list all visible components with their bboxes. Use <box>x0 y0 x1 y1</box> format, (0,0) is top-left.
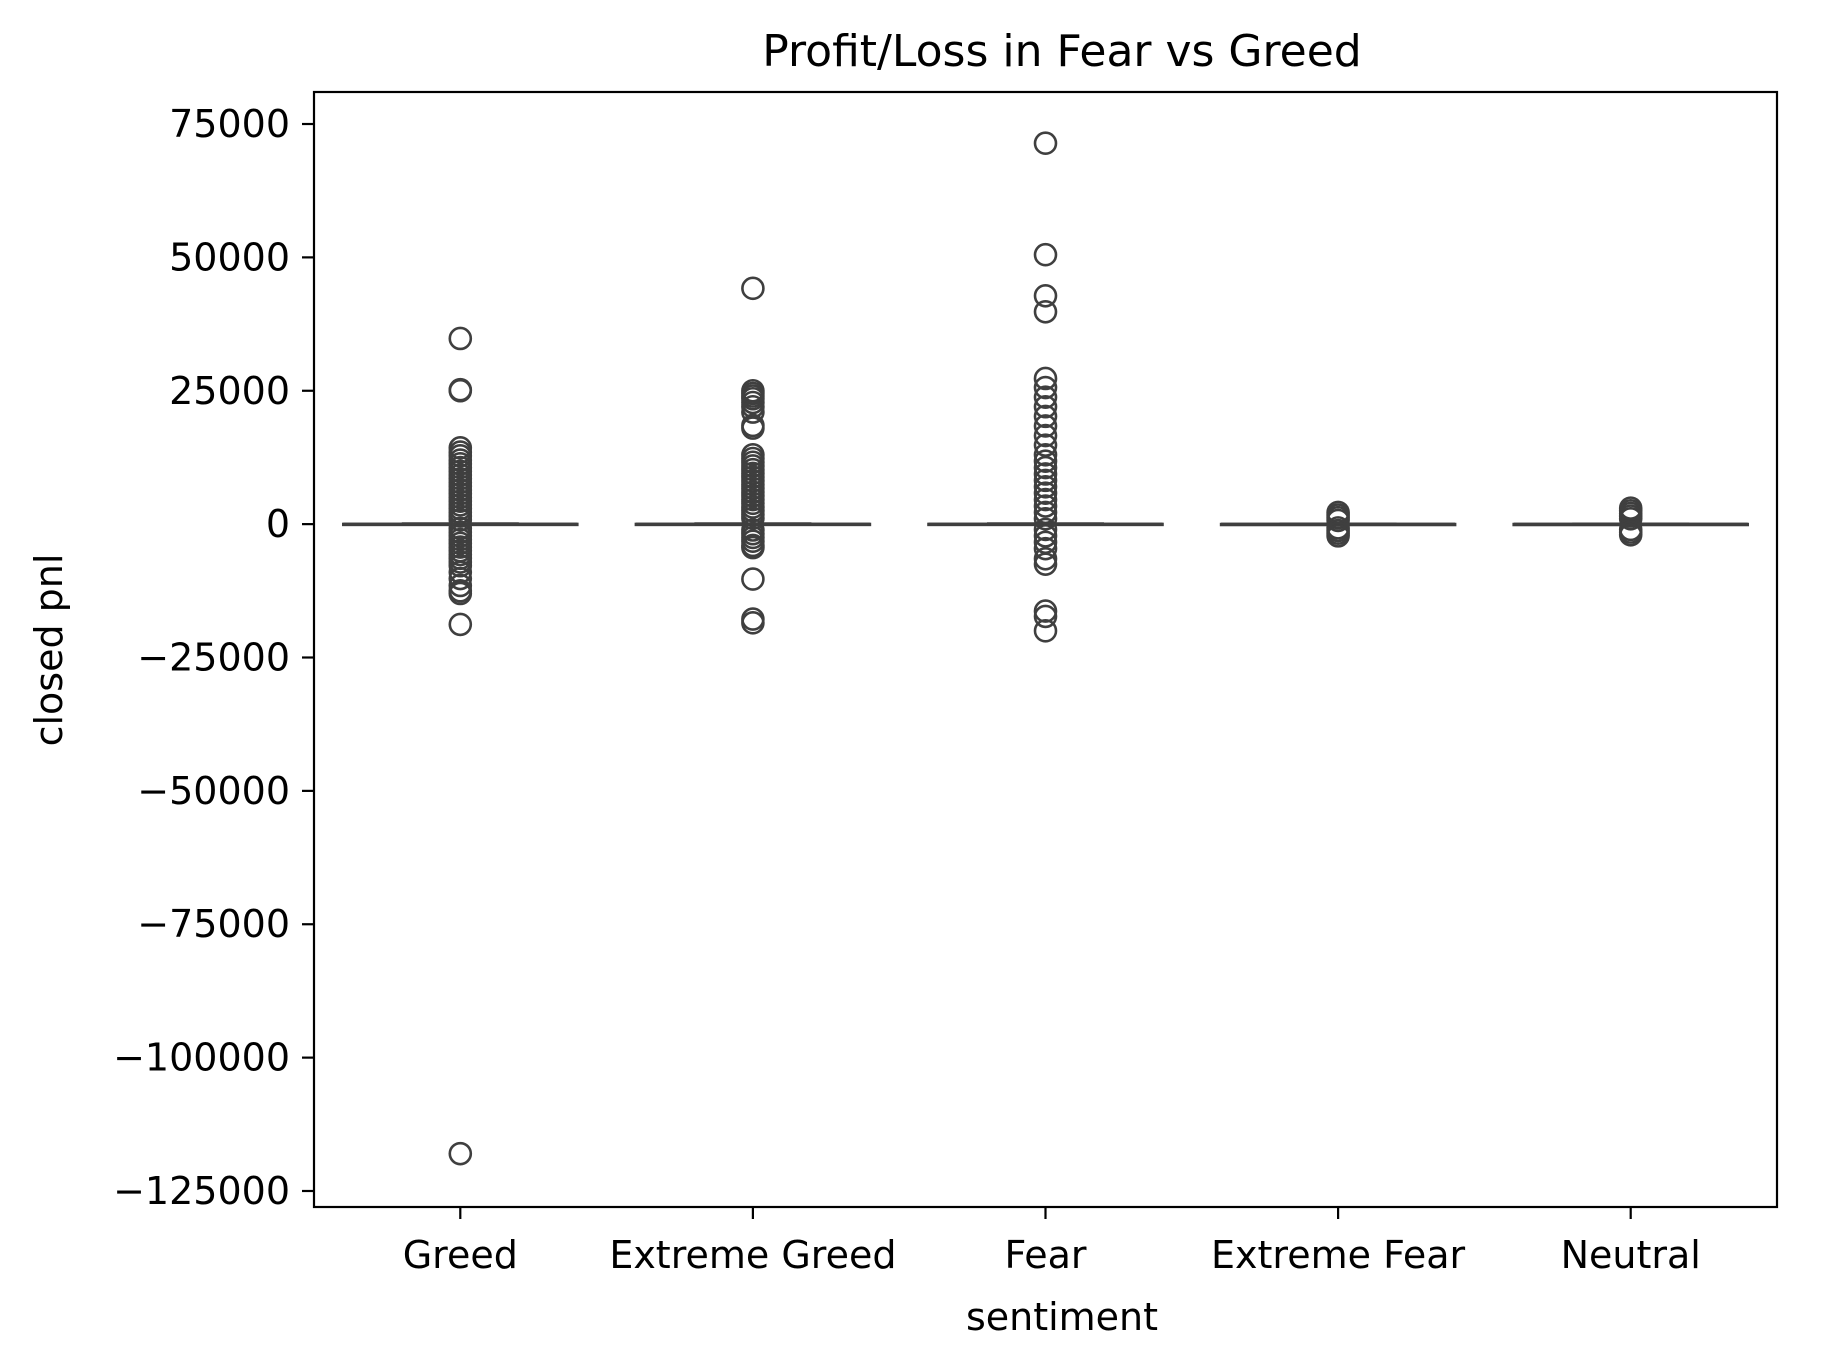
box-group-fear <box>927 131 1164 643</box>
outlier-point <box>1033 283 1058 308</box>
y-tick-label: −25000 <box>137 636 290 680</box>
outlier-point <box>1033 494 1058 518</box>
outlier-point <box>1033 394 1058 419</box>
outlier-point <box>1033 474 1058 499</box>
y-tick-label: −125000 <box>113 1169 290 1213</box>
y-tick-label: 50000 <box>169 235 290 279</box>
outlier-point <box>741 535 765 560</box>
y-tick-label: 75000 <box>169 102 290 146</box>
outlier-point <box>448 566 473 591</box>
outlier-point <box>1033 375 1058 400</box>
outlier-point <box>1033 487 1058 512</box>
x-axis-label: sentiment <box>966 1295 1158 1339</box>
outlier-point <box>741 506 765 531</box>
box-group-neutral <box>1512 496 1749 547</box>
outlier-point <box>1033 468 1058 493</box>
outlier-point <box>1033 455 1058 480</box>
x-tick-label: Extreme Fear <box>1211 1233 1465 1277</box>
outlier-point <box>1033 404 1058 429</box>
outlier-point <box>1033 131 1058 156</box>
outlier-point <box>448 612 473 637</box>
outlier-point <box>1033 366 1058 391</box>
outlier-point <box>448 581 473 606</box>
outlier-point <box>1033 414 1058 438</box>
outlier-point <box>741 611 765 635</box>
outlier-point <box>1033 517 1058 542</box>
x-tick-label: Neutral <box>1561 1233 1701 1277</box>
outlier-point <box>1033 299 1058 324</box>
outlier-point <box>741 416 765 440</box>
outlier-point <box>1033 604 1058 629</box>
outlier-point <box>741 567 765 591</box>
outlier-point <box>1326 508 1350 533</box>
outlier-point <box>1326 524 1350 548</box>
y-tick-label: −75000 <box>137 902 290 946</box>
outlier-point <box>1618 522 1643 547</box>
outlier-point <box>448 377 473 402</box>
outlier-point <box>1033 423 1058 448</box>
y-tick-label: 0 <box>266 502 290 546</box>
x-tick-label: Greed <box>403 1233 518 1277</box>
outlier-point <box>448 326 473 351</box>
outlier-point <box>1033 619 1058 643</box>
y-tick-label: −50000 <box>137 769 290 813</box>
outlier-point <box>1033 442 1058 467</box>
outlier-point <box>1033 506 1058 531</box>
outlier-point <box>1033 449 1058 473</box>
y-axis-label: closed pnl <box>27 554 71 747</box>
outlier-point <box>1033 433 1058 457</box>
outlier-point <box>1033 552 1058 576</box>
x-tick-label: Extreme Greed <box>609 1233 896 1277</box>
outlier-point <box>1033 536 1058 561</box>
chart-title: Profit/Loss in Fear vs Greed <box>762 26 1361 77</box>
y-tick-label: −100000 <box>113 1036 290 1080</box>
outlier-point <box>741 276 765 301</box>
y-tick-label: 25000 <box>169 369 290 413</box>
outlier-point <box>1033 242 1058 267</box>
outlier-point <box>1033 385 1058 409</box>
outlier-point <box>1033 481 1058 505</box>
y-axis: 75000 50000 25000 0 −25000 −50000 −75000 −10000… <box>113 102 314 1213</box>
outlier-point <box>1033 500 1058 525</box>
outlier-point <box>741 400 765 424</box>
x-axis: Greed Extreme Greed Fear Extreme Fear Neutra… <box>403 1207 1701 1277</box>
outlier-point <box>1033 462 1058 486</box>
box-group-greed <box>342 326 579 1166</box>
x-tick-label: Fear <box>1004 1233 1086 1277</box>
outlier-point <box>1618 506 1643 531</box>
plot-area <box>342 131 1749 1166</box>
outlier-point <box>1033 524 1058 548</box>
box-group-extreme-fear <box>1219 500 1457 548</box>
outlier-point <box>448 1141 473 1166</box>
box-group-extreme-greed <box>634 276 872 635</box>
